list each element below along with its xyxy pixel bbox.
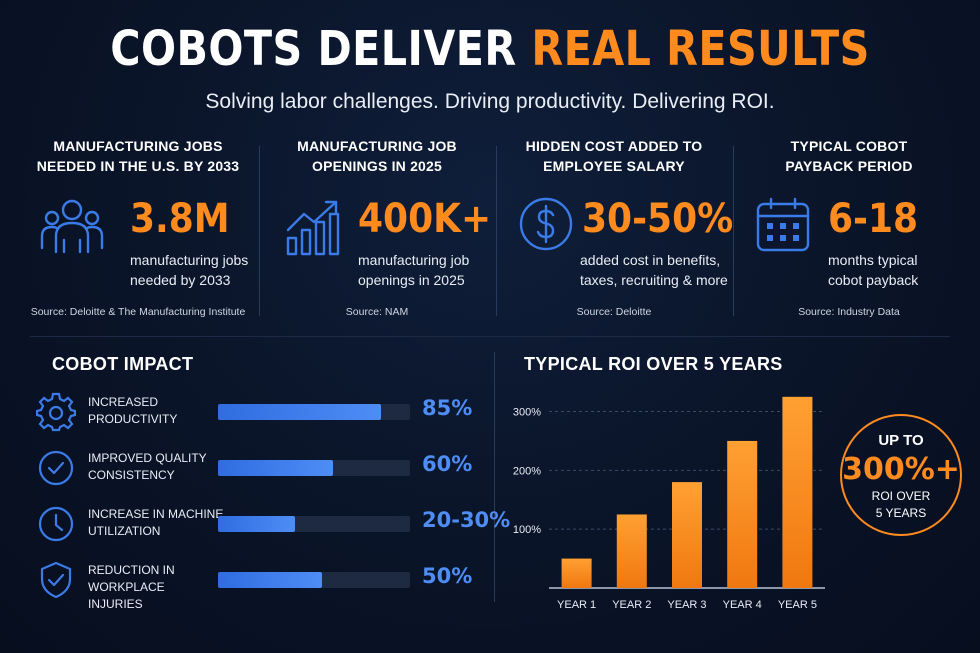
stat-payback-period: TYPICAL COBOT PAYBACK PERIOD 6-18 months… <box>738 132 960 328</box>
section-divider <box>30 336 950 337</box>
stat-source: Source: Deloitte <box>576 306 652 318</box>
impact-value: 60% <box>422 452 473 476</box>
stat-value: 30-50% <box>582 196 734 242</box>
section-divider-vertical <box>494 352 495 602</box>
stat-hidden-cost: HIDDEN COST ADDED TO EMPLOYEE SALARY 30-… <box>500 132 733 328</box>
roi-bar-1 <box>561 558 592 588</box>
gear-icon <box>35 392 77 437</box>
growth-chart-icon <box>284 196 346 263</box>
impact-label: REDUCTION IN WORKPLACE INJURIES <box>88 563 175 611</box>
shield-check-icon <box>36 560 76 605</box>
roi-bar-3 <box>672 482 702 588</box>
impact-row-quality: IMPROVED QUALITY CONSISTENCY 60% <box>36 446 496 490</box>
impact-row-injuries: REDUCTION IN WORKPLACE INJURIES 50% <box>36 558 496 611</box>
impact-label: INCREASE IN MACHINE UTILIZATION <box>88 507 224 538</box>
roi-bar-5 <box>782 396 813 588</box>
title-main: COBOTS DELIVER <box>110 21 532 77</box>
y-tick-label: 300% <box>513 407 541 419</box>
badge-line1: UP TO <box>878 432 924 449</box>
check-circle-icon <box>36 448 76 493</box>
stat-jobs-needed: MANUFACTURING JOBS NEEDED IN THE U.S. BY… <box>22 132 254 328</box>
people-icon <box>40 196 104 263</box>
page-title: COBOTS DELIVER REAL RESULTS <box>69 22 912 76</box>
x-tick-label: YEAR 3 <box>667 599 706 611</box>
title-accent: REAL RESULTS <box>531 21 870 77</box>
divider <box>496 146 497 316</box>
x-tick-label: YEAR 1 <box>557 599 596 611</box>
stat-value: 3.8M <box>130 196 230 242</box>
x-tick-label: YEAR 4 <box>723 599 762 611</box>
impact-label: INCREASED PRODUCTIVITY <box>88 395 178 426</box>
roi-chart-title: TYPICAL ROI OVER 5 YEARS <box>524 354 783 374</box>
stat-heading: HIDDEN COST ADDED TO EMPLOYEE SALARY <box>525 138 703 174</box>
stat-description: added cost in benefits, taxes, recruitin… <box>580 252 728 288</box>
stat-heading: MANUFACTURING JOB OPENINGS IN 2025 <box>297 138 457 174</box>
divider <box>733 146 734 316</box>
roi-bar-4 <box>727 440 758 588</box>
roi-bar-chart: 100% 200% 300% YEAR 1 YEAR 2 YEAR 3 YEAR 4 YEAR… <box>513 396 825 611</box>
stat-source: Source: Deloitte & The Manufacturing Ins… <box>30 306 246 318</box>
stat-value: 400K+ <box>358 196 492 242</box>
impact-bar-fill <box>218 404 382 420</box>
calendar-icon <box>754 196 812 259</box>
y-tick-label: 200% <box>513 465 541 477</box>
stat-description: months typical cobot payback <box>828 252 919 288</box>
x-tick-label: YEAR 2 <box>612 599 651 611</box>
clock-icon <box>36 504 76 549</box>
impact-row-utilization: INCREASE IN MACHINE UTILIZATION 20-30% <box>36 502 510 549</box>
impact-value: 85% <box>422 396 473 420</box>
stat-description: manufacturing jobs needed by 2033 <box>130 252 249 288</box>
impact-bar-track <box>218 460 410 476</box>
impact-bar-track <box>218 516 410 532</box>
stat-source: Source: Industry Data <box>798 306 900 318</box>
impact-bar-track <box>218 572 410 588</box>
stat-value: 6-18 <box>828 196 919 242</box>
stat-source: Source: NAM <box>345 306 409 318</box>
stat-heading: TYPICAL COBOT PAYBACK PERIOD <box>785 138 913 174</box>
stat-heading: MANUFACTURING JOBS NEEDED IN THE U.S. BY… <box>36 138 240 174</box>
impact-bar-track <box>218 404 410 420</box>
divider <box>259 146 260 316</box>
x-tick-label: YEAR 5 <box>778 599 817 611</box>
impact-row-productivity: INCREASED PRODUCTIVITY 85% <box>35 390 496 437</box>
impact-bar-fill <box>218 572 322 588</box>
y-tick-label: 100% <box>513 524 541 536</box>
impact-value: 20-30% <box>422 508 511 532</box>
stat-job-openings: MANUFACTURING JOB OPENINGS IN 2025 400K+… <box>266 132 492 328</box>
impact-bar-fill <box>218 516 295 532</box>
badge-caption: ROI OVER 5 YEARS <box>871 489 931 520</box>
roi-badge: UP TO 300%+ ROI OVER 5 YEARS <box>840 414 962 536</box>
badge-value: 300%+ <box>842 452 960 487</box>
roi-bar-2 <box>616 514 647 588</box>
page-subtitle: Solving labor challenges. Driving produc… <box>205 90 775 113</box>
stat-description: manufacturing job openings in 2025 <box>358 252 470 288</box>
impact-bar-fill <box>218 460 334 476</box>
impact-title: COBOT IMPACT <box>52 354 194 374</box>
impact-label: IMPROVED QUALITY CONSISTENCY <box>88 451 207 482</box>
impact-value: 50% <box>422 564 473 588</box>
dollar-icon <box>518 196 574 257</box>
